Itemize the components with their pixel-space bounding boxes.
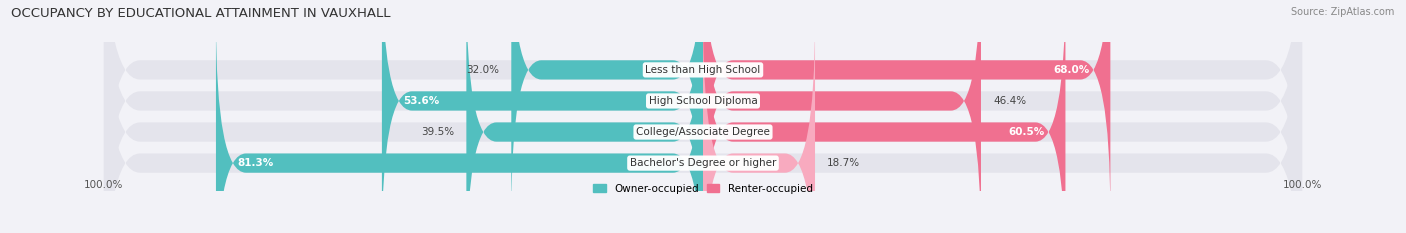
FancyBboxPatch shape [104, 0, 1302, 233]
FancyBboxPatch shape [467, 0, 703, 233]
Text: 68.0%: 68.0% [1053, 65, 1090, 75]
Text: Bachelor's Degree or higher: Bachelor's Degree or higher [630, 158, 776, 168]
FancyBboxPatch shape [382, 0, 703, 233]
Legend: Owner-occupied, Renter-occupied: Owner-occupied, Renter-occupied [589, 179, 817, 198]
Text: High School Diploma: High School Diploma [648, 96, 758, 106]
FancyBboxPatch shape [104, 0, 1302, 233]
FancyBboxPatch shape [217, 17, 703, 233]
FancyBboxPatch shape [703, 0, 1111, 216]
Text: 46.4%: 46.4% [993, 96, 1026, 106]
FancyBboxPatch shape [703, 0, 1066, 233]
Text: 53.6%: 53.6% [404, 96, 439, 106]
Text: 18.7%: 18.7% [827, 158, 860, 168]
Text: 100.0%: 100.0% [84, 181, 124, 190]
FancyBboxPatch shape [703, 17, 815, 233]
Text: 60.5%: 60.5% [1008, 127, 1045, 137]
Text: 100.0%: 100.0% [1282, 181, 1322, 190]
FancyBboxPatch shape [104, 0, 1302, 233]
FancyBboxPatch shape [703, 0, 981, 233]
Text: 39.5%: 39.5% [422, 127, 454, 137]
FancyBboxPatch shape [512, 0, 703, 216]
Text: College/Associate Degree: College/Associate Degree [636, 127, 770, 137]
Text: 32.0%: 32.0% [467, 65, 499, 75]
Text: Less than High School: Less than High School [645, 65, 761, 75]
Text: OCCUPANCY BY EDUCATIONAL ATTAINMENT IN VAUXHALL: OCCUPANCY BY EDUCATIONAL ATTAINMENT IN V… [11, 7, 391, 20]
Text: 81.3%: 81.3% [238, 158, 273, 168]
FancyBboxPatch shape [104, 0, 1302, 233]
Text: Source: ZipAtlas.com: Source: ZipAtlas.com [1291, 7, 1395, 17]
